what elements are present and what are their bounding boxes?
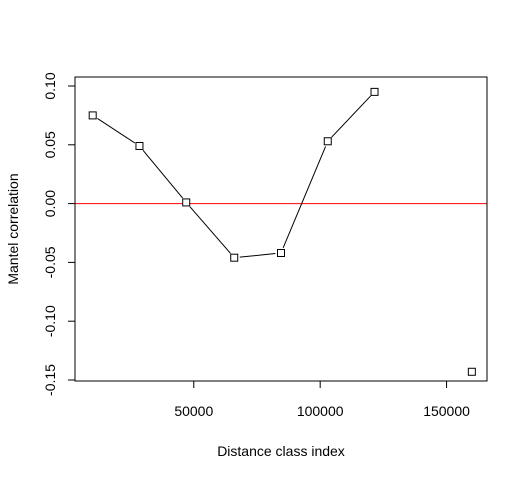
series-segment [331, 95, 372, 138]
series-segment [142, 149, 184, 199]
x-tick-label: 50000 [174, 403, 213, 419]
y-axis-label: Mantel correlation [5, 173, 21, 284]
data-point-marker [370, 87, 379, 96]
plot-frame [74, 76, 488, 382]
data-point-marker [323, 137, 332, 146]
data-point-marker [467, 367, 476, 376]
y-tick-label: 0.00 [42, 190, 58, 217]
series-segment [189, 206, 231, 254]
y-tick-label: -0.05 [42, 246, 58, 278]
y-axis: -0.15 -0.10 -0.05 0.00 0.05 0.10 [42, 72, 76, 396]
data-point-marker [277, 248, 285, 257]
y-tick-label: 0.10 [42, 72, 58, 99]
series-layer [88, 87, 476, 376]
y-tick-label: -0.15 [42, 364, 58, 396]
series-segment [282, 146, 327, 249]
data-point-marker [230, 253, 239, 262]
y-tick-label: -0.10 [42, 305, 58, 337]
y-tick-label: 0.05 [42, 131, 58, 158]
series-segment [239, 253, 276, 258]
series-segment [97, 118, 136, 144]
x-tick-label: 100000 [297, 403, 344, 419]
x-axis: 50000 100000 150000 [174, 380, 470, 419]
x-axis-label: Distance class index [217, 443, 345, 459]
x-tick-label: 150000 [423, 403, 470, 419]
data-point-marker [135, 141, 144, 150]
data-point-marker [182, 198, 191, 207]
data-point-marker [88, 111, 97, 120]
